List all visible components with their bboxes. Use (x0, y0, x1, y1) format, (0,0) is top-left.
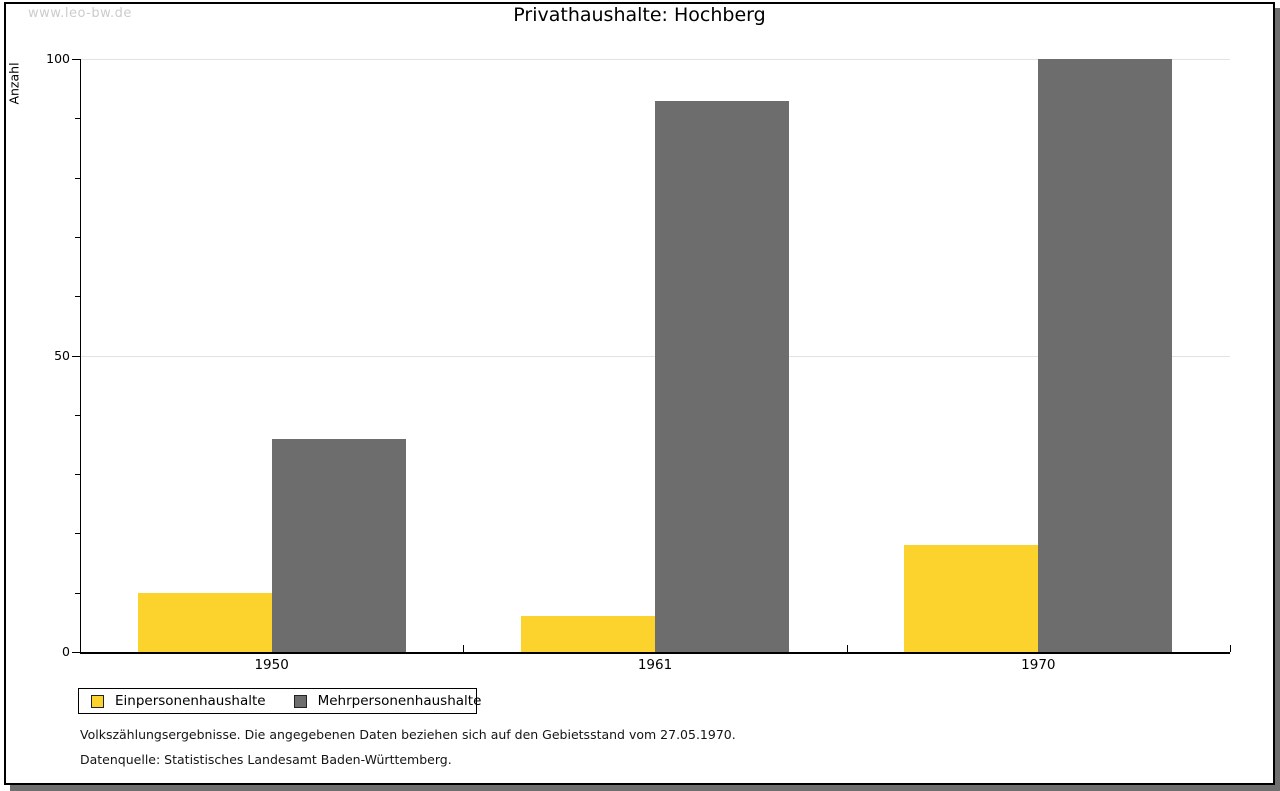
chart-title: Privathaushalte: Hochberg (513, 4, 766, 26)
y-minor-tick-10 (75, 592, 80, 594)
x-category-label-1961: 1961 (637, 657, 673, 673)
y-minor-tick-70 (75, 236, 80, 238)
y-tick-label-100: 100 (46, 51, 70, 66)
footnote-source-note: Volkszählungsergebnisse. Die angegebenen… (80, 727, 736, 742)
watermark: www.leo-bw.de (28, 6, 132, 21)
x-boundary-tick-1 (463, 645, 465, 652)
y-axis (80, 59, 81, 654)
legend-label-mehrpersonenhaushalte: Mehrpersonenhaushalte (317, 693, 482, 709)
bar-mehrpersonenhaushalte-1961 (655, 100, 789, 652)
x-boundary-tick-2 (846, 645, 848, 652)
bar-mehrpersonenhaushalte-1970 (1038, 59, 1173, 652)
plot-area: 0 50 100 1950 1961 1970 (6, 4, 1273, 783)
y-minor-tick-30 (75, 474, 80, 476)
legend-swatch-einpersonenhaushalte-icon (91, 694, 104, 708)
x-category-label-1970: 1970 (1021, 657, 1056, 673)
legend-swatch-mehrpersonenhaushalte-icon (293, 694, 307, 708)
y-minor-tick-40 (75, 414, 80, 416)
y-tick-label-0: 0 (62, 644, 70, 659)
gridline-100 (81, 59, 1230, 60)
bar-mehrpersonenhaushalte-1950 (271, 438, 406, 652)
bar-einpersonenhaushalte-1961 (521, 616, 655, 652)
bar-einpersonenhaushalte-1950 (137, 592, 272, 652)
x-category-label-1950: 1950 (254, 657, 289, 673)
chart-window: www.leo-bw.de Privathaushalte: Hochberg … (4, 2, 1275, 785)
legend: Einpersonenhaushalte Mehrpersonenhaushal… (78, 688, 481, 714)
y-minor-tick-80 (75, 177, 80, 179)
legend-label-einpersonenhaushalte: Einpersonenhaushalte (115, 693, 266, 709)
bar-einpersonenhaushalte-1970 (904, 545, 1039, 652)
y-major-tick-50 (72, 355, 80, 357)
y-major-tick-0 (72, 652, 80, 653)
y-major-tick-100 (72, 59, 80, 60)
y-minor-tick-90 (75, 118, 80, 120)
legend-item-einpersonenhaushalte: Einpersonenhaushalte (91, 693, 266, 709)
legend-item-mehrpersonenhaushalte: Mehrpersonenhaushalte (293, 693, 482, 709)
y-minor-tick-60 (75, 296, 80, 298)
footnote-data-source: Datenquelle: Statistisches Landesamt Bad… (80, 752, 452, 767)
y-minor-tick-20 (75, 533, 80, 535)
x-axis (80, 652, 1230, 654)
x-axis-end-tick (1230, 645, 1231, 652)
y-tick-label-50: 50 (54, 347, 70, 363)
